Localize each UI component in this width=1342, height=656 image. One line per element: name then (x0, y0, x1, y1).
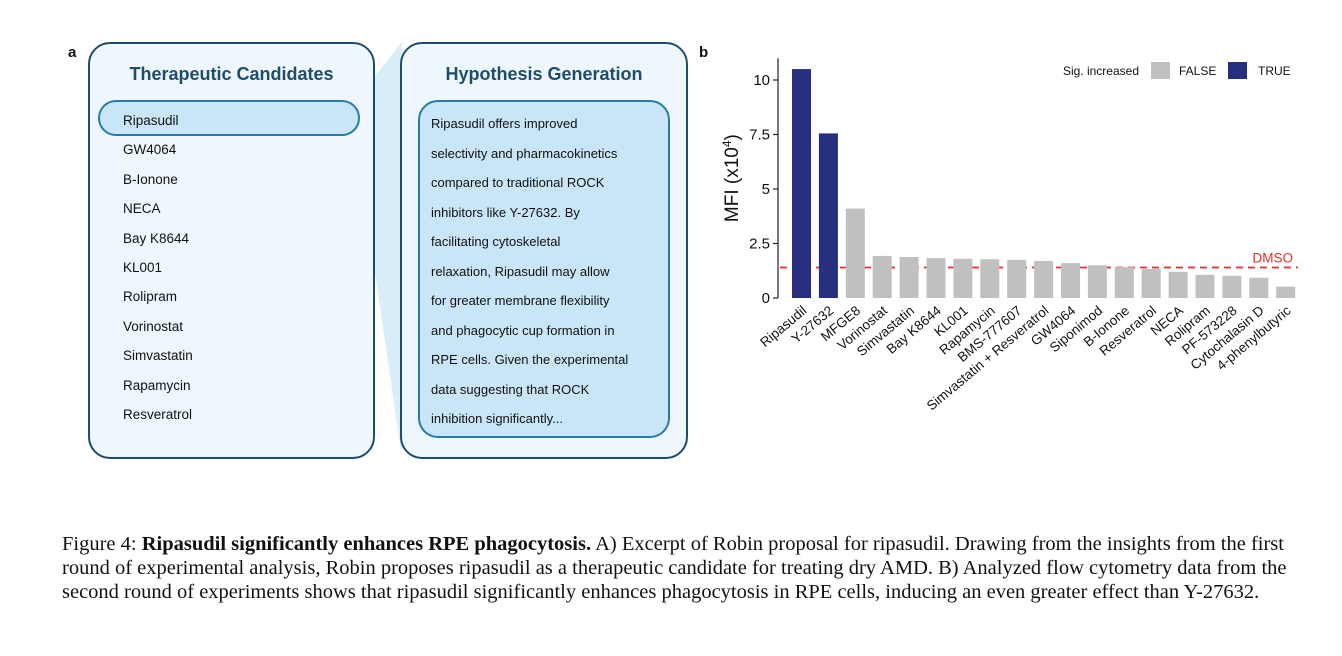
hypothesis-line: RPE cells. Given the experimental (431, 352, 629, 367)
bar (1087, 265, 1107, 298)
candidate-item: NECA (123, 201, 161, 217)
bar (1061, 263, 1080, 298)
hypothesis-text: Ripasudil offers improved selectivity an… (431, 109, 663, 434)
hypothesis-line: Ripasudil offers improved (431, 116, 578, 131)
legend-label-false: FALSE (1179, 64, 1216, 78)
hypothesis-box (418, 100, 670, 438)
y-tick-label: 5 (762, 181, 770, 198)
bar (1168, 271, 1188, 298)
candidate-item: Vorinostat (123, 318, 184, 334)
figure-caption: Figure 4: Ripasudil significantly enhanc… (62, 532, 1312, 604)
bar (1034, 260, 1054, 298)
bar (899, 257, 919, 298)
hypothesis-line: compared to traditional ROCK (431, 175, 605, 190)
candidate-item: GW4064 (123, 142, 177, 158)
bar (1141, 269, 1161, 298)
bar (792, 69, 811, 298)
legend-title: Sig. increased (1063, 64, 1139, 78)
bar (818, 133, 838, 298)
candidate-item: Resveratrol (123, 406, 193, 422)
bar (1276, 286, 1296, 298)
y-tick-label: 10 (753, 72, 770, 89)
candidate-item: Simvastatin (123, 348, 193, 364)
hypothesis-line: data suggesting that ROCK (431, 381, 590, 397)
hypothesis-line: inhibitors like Y-27632. By (431, 204, 580, 220)
candidate-item: Rapamycin (123, 377, 191, 393)
caption-bold: Ripasudil significantly enhances RPE pha… (141, 533, 592, 555)
hypothesis-line: selectivity and pharmacokinetics (431, 145, 618, 161)
bar (1007, 259, 1027, 298)
candidate-item: B-Ionone (123, 171, 178, 187)
legend-label-true: TRUE (1258, 64, 1291, 78)
bar (1195, 274, 1215, 298)
candidate-list: Ripasudil GW4064 B-Ionone NECA Bay K8644… (123, 106, 193, 429)
bar (926, 258, 946, 298)
hypothesis-line: inhibition significantly... (431, 411, 563, 426)
candidate-item: Bay K8644 (123, 230, 190, 246)
y-axis-label: MFI (x104) (720, 134, 743, 222)
hypothesis-line: relaxation, Ripasudil may allow (431, 263, 610, 279)
legend-swatch-true (1228, 62, 1247, 79)
bar (1114, 267, 1134, 298)
legend-swatch-false (1151, 62, 1170, 79)
bar (1222, 275, 1242, 298)
candidate-item: KL001 (123, 259, 163, 275)
candidate-highlight (98, 100, 360, 136)
bar (845, 208, 865, 298)
bar (872, 255, 892, 298)
y-tick-label: 0 (762, 290, 770, 307)
bar (953, 258, 973, 298)
bar (1249, 277, 1269, 298)
y-tick-label: 7.5 (749, 127, 770, 144)
y-tick-label: 2.5 (749, 236, 770, 253)
candidate-item: Ripasudil (123, 113, 179, 128)
candidates-title: Therapeutic Candidates (129, 64, 334, 84)
panel-a-label: a (68, 44, 77, 61)
caption-text: A) Excerpt of Robin proposal for ripasud… (62, 533, 1287, 603)
panel-b-label: b (699, 44, 709, 61)
candidate-item: Rolipram (123, 289, 178, 305)
hypothesis-line: facilitating cytoskeletal (431, 234, 561, 249)
hypothesis-title: Hypothesis Generation (445, 64, 643, 84)
dmso-label: DMSO (1253, 250, 1294, 265)
caption-prefix: Figure 4: (62, 533, 142, 555)
hypothesis-line: and phagocytic cup formation in (431, 322, 615, 338)
hypothesis-line: for greater membrane flexibility (431, 293, 610, 308)
bar (980, 259, 1000, 298)
